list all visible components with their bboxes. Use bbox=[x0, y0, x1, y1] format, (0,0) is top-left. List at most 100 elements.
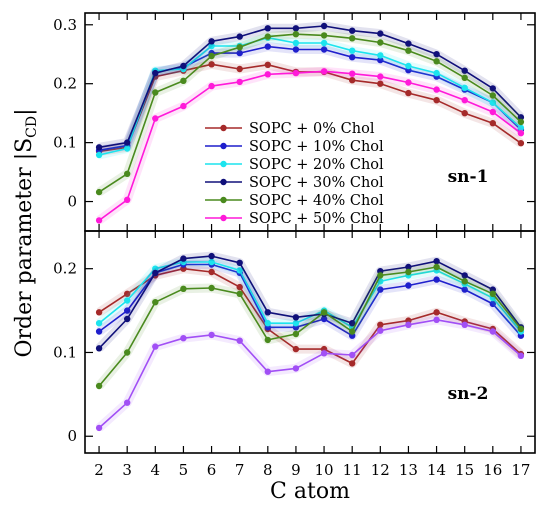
sn-2-point-sopc-40-chol bbox=[95, 382, 103, 390]
sn-1-point-sopc-40-chol bbox=[292, 31, 300, 38]
sn-1-point-sopc-20-chol bbox=[405, 62, 412, 70]
sn-1-point-sopc-20-chol bbox=[461, 84, 468, 92]
sn-2-point-sopc-20-chol bbox=[264, 320, 271, 327]
x-tick-label: 10 bbox=[315, 461, 334, 479]
x-tick-label: 14 bbox=[427, 461, 446, 479]
sn-1-point-sopc-30-chol bbox=[320, 22, 328, 30]
sn-1-point-sopc-0-chol bbox=[264, 61, 271, 68]
sn-1-point-sopc-0-chol bbox=[208, 61, 215, 68]
legend-label: SOPC + 40% Chol bbox=[249, 193, 384, 209]
sn-2-point-sopc-0-chol bbox=[377, 321, 384, 328]
sn-2-series-line-sopc-30-chol bbox=[98, 255, 522, 349]
sn-1-point-sopc-20-chol bbox=[124, 145, 131, 152]
sn-1-point-sopc-10-chol bbox=[236, 49, 243, 57]
x-tick-label: 15 bbox=[455, 461, 474, 479]
sn-2-point-sopc-0-chol bbox=[292, 345, 300, 353]
sn-2-point-sopc-50-chol bbox=[152, 343, 159, 350]
sn-2-y-tick-label: 0 bbox=[67, 427, 77, 445]
x-tick-label: 8 bbox=[263, 461, 273, 479]
sn-2-point-sopc-0-chol bbox=[95, 309, 103, 316]
legend: SOPC + 0% Chol SOPC + 10% Chol SOPC + 20% … bbox=[205, 121, 384, 227]
sn-1-point-sopc-20-chol bbox=[95, 151, 103, 159]
sn-1-point-sopc-30-chol bbox=[264, 25, 271, 32]
sn-2-point-sopc-40-chol bbox=[377, 272, 384, 279]
sn-1-point-sopc-30-chol bbox=[349, 27, 356, 34]
sn-1-point-sopc-50-chol bbox=[320, 68, 328, 75]
sn-2-point-sopc-30-chol bbox=[264, 309, 271, 316]
legend-item-sopc-10-chol: SOPC + 10% Chol bbox=[205, 139, 384, 155]
sn-1-point-sopc-50-chol bbox=[180, 102, 187, 110]
x-tick-label: 6 bbox=[207, 461, 217, 479]
sn-2-point-sopc-50-chol bbox=[405, 321, 412, 328]
x-tick-label: 13 bbox=[399, 461, 418, 479]
sn-2-point-sopc-20-chol bbox=[95, 320, 103, 327]
sn-1-point-sopc-40-chol bbox=[208, 52, 215, 60]
sn-1-point-sopc-0-chol bbox=[489, 120, 496, 127]
sn-1-y-tick-label: 0 bbox=[67, 193, 77, 211]
legend-item-sopc-20-chol: SOPC + 20% Chol bbox=[205, 157, 384, 173]
sn-1-point-sopc-20-chol bbox=[517, 124, 525, 132]
y-axis-title-main: Order parameter |S bbox=[12, 138, 37, 358]
sn-2-point-sopc-50-chol bbox=[264, 368, 271, 375]
sn-2-point-sopc-40-chol bbox=[517, 325, 525, 333]
sn-2-point-sopc-0-chol bbox=[236, 283, 243, 291]
sn2-series-group bbox=[95, 251, 525, 432]
sn-2-point-sopc-30-chol bbox=[461, 272, 468, 279]
sn-1-point-sopc-30-chol bbox=[152, 69, 159, 77]
sn1-panel: 0 0.1 0.2 0.3 sn-1 bbox=[53, 12, 536, 232]
sn-2-point-sopc-10-chol bbox=[489, 300, 496, 308]
x-tick-label: 5 bbox=[179, 461, 189, 479]
sn-1-series-line-sopc-50-chol bbox=[98, 70, 522, 222]
sn-2-point-sopc-0-chol bbox=[433, 309, 440, 316]
sn-2-point-sopc-0-chol bbox=[124, 290, 131, 297]
x-tick-label: 11 bbox=[343, 461, 362, 479]
sn-2-point-sopc-30-chol bbox=[95, 345, 103, 352]
sn-2-point-sopc-10-chol bbox=[124, 307, 131, 314]
sn-1-point-sopc-40-chol bbox=[517, 118, 525, 126]
x-axis-title: C atom bbox=[270, 479, 350, 504]
sn-2-point-sopc-50-chol bbox=[95, 424, 103, 432]
sn-2-point-sopc-30-chol bbox=[292, 314, 300, 321]
x-tick-label: 16 bbox=[483, 461, 502, 479]
sn-2-point-sopc-50-chol bbox=[461, 321, 468, 328]
sn-1-point-sopc-20-chol bbox=[349, 47, 356, 54]
sn-1-y-tick-label: 0.1 bbox=[53, 134, 77, 152]
sn-1-point-sopc-40-chol bbox=[180, 77, 187, 85]
sn-2-point-sopc-40-chol bbox=[292, 330, 300, 338]
legend-item-sopc-50-chol: SOPC + 50% Chol bbox=[205, 211, 384, 227]
sn-1-series-line-sopc-40-chol bbox=[98, 33, 522, 193]
sn-1-point-sopc-10-chol bbox=[349, 54, 356, 61]
sn-2-y-tick-label: 0.2 bbox=[53, 260, 77, 278]
sn-2-point-sopc-30-chol bbox=[236, 259, 243, 266]
legend-item-sopc-0-chol: SOPC + 0% Chol bbox=[205, 121, 375, 137]
legend-item-sopc-30-chol: SOPC + 30% Chol bbox=[205, 175, 384, 191]
legend-label: SOPC + 20% Chol bbox=[249, 157, 384, 173]
sn-1-point-sopc-40-chol bbox=[461, 74, 468, 82]
y-axis-title: Order parameter |SCD| bbox=[12, 108, 40, 357]
sn-2-point-sopc-40-chol bbox=[208, 284, 215, 292]
legend-swatch-marker bbox=[220, 196, 227, 204]
sn-1-point-sopc-20-chol bbox=[377, 52, 384, 59]
sn-2-point-sopc-40-chol bbox=[320, 309, 328, 316]
sn-2-point-sopc-30-chol bbox=[124, 315, 131, 323]
x-tick-label: 3 bbox=[122, 461, 132, 479]
sn-2-point-sopc-50-chol bbox=[349, 351, 356, 359]
sn-2-point-sopc-40-chol bbox=[152, 299, 159, 306]
sn-1-point-sopc-10-chol bbox=[320, 46, 328, 53]
sn-2-point-sopc-0-chol bbox=[349, 360, 356, 367]
sn-2-point-sopc-10-chol bbox=[433, 276, 440, 283]
sn-2-point-sopc-10-chol bbox=[320, 315, 328, 323]
sn1-ticks: 0 0.1 0.2 0.3 bbox=[53, 13, 535, 231]
sn-1-point-sopc-40-chol bbox=[152, 89, 159, 96]
x-tick-label: 9 bbox=[291, 461, 301, 479]
sn-1-point-sopc-50-chol bbox=[236, 78, 243, 86]
sn-1-point-sopc-20-chol bbox=[433, 69, 440, 77]
sn-2-point-sopc-30-chol bbox=[349, 320, 356, 327]
sn-1-y-tick-label: 0.2 bbox=[53, 75, 77, 93]
sn2-plot-frame bbox=[84, 230, 536, 454]
sn-1-point-sopc-50-chol bbox=[349, 70, 356, 77]
sn-2-point-sopc-50-chol bbox=[433, 316, 440, 323]
sn-1-point-sopc-50-chol bbox=[292, 69, 300, 77]
sn-2-point-sopc-30-chol bbox=[152, 269, 159, 277]
sn-1-point-sopc-40-chol bbox=[320, 32, 328, 39]
